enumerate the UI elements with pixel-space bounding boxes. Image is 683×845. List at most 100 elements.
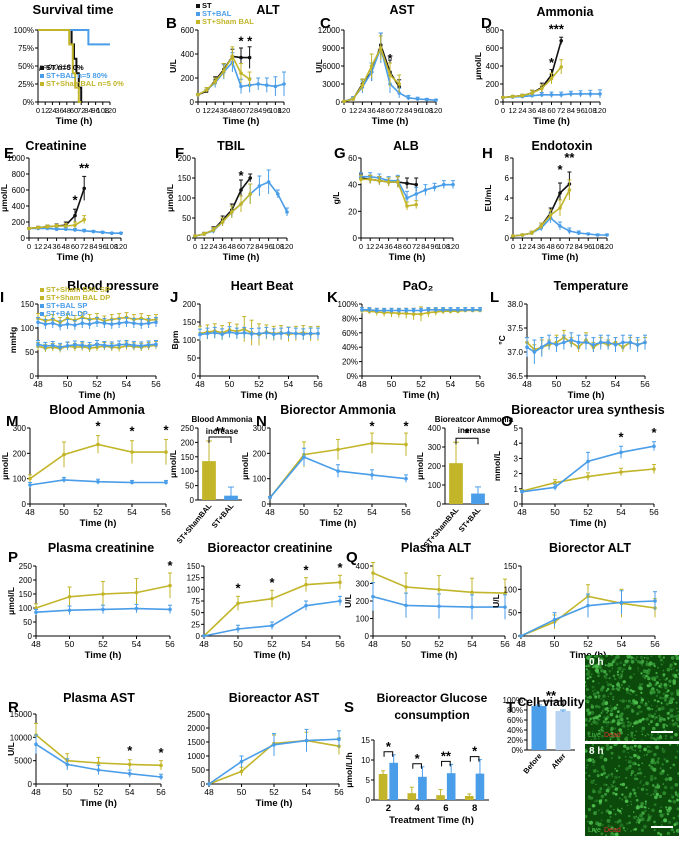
cell-dot: [647, 713, 652, 718]
cell-dot: [592, 680, 595, 683]
micrograph-0h: 0 h Live Dead: [585, 655, 679, 741]
cell-dot: [591, 685, 595, 689]
cell-dot: [634, 774, 637, 777]
series-f-st-sham-bal-point: [211, 228, 216, 232]
cell-dot: [674, 662, 677, 666]
cell-dot: [610, 831, 613, 835]
cell-dot: [675, 821, 679, 826]
panel-title-q: Plasma ALT: [401, 541, 472, 555]
cell-dot: [585, 772, 587, 774]
cell-dot: [629, 722, 633, 725]
series-f-st-bal-point: [276, 192, 280, 196]
cell-dot: [632, 811, 635, 813]
series-d-st-bal-point: [598, 92, 602, 96]
cell-dot: [595, 704, 599, 709]
cell-dot: [653, 718, 656, 720]
cell-dot: [640, 828, 644, 832]
cell-dot: [633, 753, 637, 758]
cell-dot: [637, 772, 640, 775]
cell-dot: [592, 693, 595, 696]
x-tick-label-e: 12: [34, 242, 42, 251]
series-p-st-sham-bal-point: [101, 592, 105, 596]
series-d-st-bal-point: [549, 93, 554, 97]
cell-dot: [600, 698, 603, 700]
series-b-st-sham-bal-point: [196, 93, 200, 97]
cell-dot: [664, 679, 667, 681]
x-tick-label-r: 48: [31, 787, 41, 797]
cell-dot: [609, 745, 613, 749]
x-tick-label-e: 96: [98, 242, 106, 251]
significance-f: *: [238, 168, 244, 183]
cell-dot: [659, 813, 664, 818]
cell-dot: [667, 820, 672, 824]
series-g-st-sham-bal-point: [359, 177, 363, 182]
legend-label-b-1: ST+BAL: [202, 9, 232, 18]
y-tick-label-q: 100: [356, 615, 370, 624]
cell-dot: [653, 820, 656, 824]
cell-dot: [616, 670, 619, 673]
x-axis-label-p: Time (h): [85, 650, 122, 661]
panel-label-e: E: [4, 145, 14, 162]
cell-dot: [610, 731, 614, 735]
x-tick-label-p: 52: [98, 639, 108, 649]
cell-dot: [632, 788, 636, 792]
cell-dot: [619, 661, 622, 665]
cell-dot: [622, 749, 626, 753]
significance-m: *: [163, 422, 169, 437]
panel-title-m: Blood Ammonia: [49, 403, 145, 417]
cell-dot: [657, 733, 659, 735]
cell-dot: [652, 784, 655, 787]
series-k-st-sham-bal-point: [426, 310, 431, 315]
cell-dot: [603, 670, 607, 674]
x-tick-label-p: 56: [165, 639, 175, 649]
cell-dot: [663, 758, 666, 761]
cell-dot: [600, 668, 604, 673]
cell-dot: [591, 658, 595, 662]
series-p2-st-bal-point: [202, 634, 206, 638]
cell-dot: [627, 721, 630, 724]
x-tick-label-f: 60: [237, 242, 245, 251]
series-i-st-bal-dp-point: [65, 343, 70, 348]
series-k-st-bal-point: [419, 308, 423, 313]
series-q2-st-bal-point: [552, 617, 557, 622]
x-tick-label-h: 96: [584, 242, 592, 251]
cell-dot: [597, 674, 600, 678]
y-tick-label-b: 600: [181, 26, 195, 35]
x-tick-label-b: 96: [263, 106, 271, 115]
cell-dot: [657, 831, 660, 835]
series-h-st-point: [558, 191, 562, 195]
panel-title-b: ALT: [256, 3, 280, 17]
cell-dot: [602, 768, 606, 772]
x-axis-label-o: Time (h): [570, 518, 607, 529]
cell-dot: [637, 705, 641, 709]
series-b-st-bal-point: [282, 82, 286, 86]
cell-dot: [629, 745, 634, 750]
series-e-st-sham-bal-point: [82, 217, 86, 222]
cell-dot: [670, 735, 674, 739]
series-l-st-bal-point: [621, 340, 625, 345]
cell-dot: [607, 773, 611, 777]
y-axis-label-p: μmol/L: [6, 587, 16, 615]
cell-dot: [637, 667, 639, 670]
cell-dot: [633, 744, 637, 748]
cell-dot: [673, 831, 676, 834]
cell-dot: [605, 834, 608, 836]
y-tick-label-d: 600: [486, 44, 500, 53]
cell-dot: [592, 758, 594, 761]
cell-dot: [611, 719, 616, 723]
cell-dot: [655, 710, 658, 712]
x-tick-label-h: 84: [575, 242, 583, 251]
series-k-st-bal-point: [397, 308, 401, 313]
y-tick-label-d: 200: [486, 80, 500, 89]
x-axis-label-f: Time (h): [223, 252, 260, 263]
cell-dot: [611, 660, 615, 664]
cell-dot: [644, 735, 647, 737]
cell-dot: [605, 788, 610, 793]
series-c-st-bal-point: [425, 97, 429, 102]
series-i-st-bal-sp-point: [50, 321, 55, 326]
y-tick-label-i: 0: [30, 372, 35, 381]
cell-dot: [633, 761, 636, 764]
cell-dot: [609, 705, 612, 707]
cell-dot: [632, 699, 636, 703]
series-b-st-point: [239, 55, 243, 60]
